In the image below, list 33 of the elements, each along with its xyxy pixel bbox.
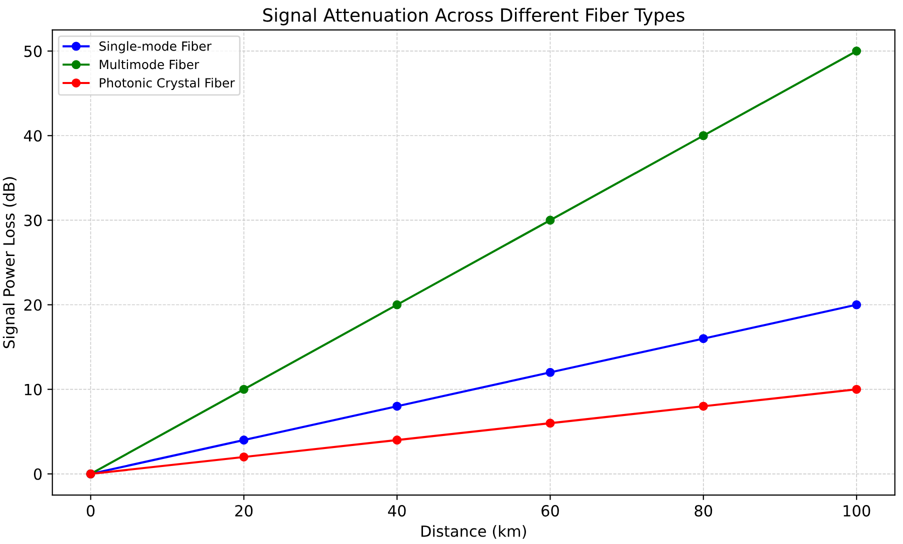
x-tick-label: 40 — [388, 505, 406, 517]
x-axis-title: Distance (km) — [421, 525, 526, 539]
point — [546, 368, 555, 377]
point — [239, 436, 248, 445]
point — [852, 46, 862, 56]
x-tick-label: 100 — [844, 505, 870, 517]
legend-label: Photonic Crystal Fiber — [100, 78, 235, 90]
y-tick-label: 30 — [24, 214, 42, 226]
point — [239, 384, 248, 394]
point — [546, 216, 555, 225]
x-tick-label: 0 — [86, 505, 95, 517]
y-axis-title: Signal Power Loss (dB) — [2, 177, 18, 348]
x-tick-label: 80 — [694, 505, 712, 517]
point — [852, 300, 862, 310]
point — [698, 402, 708, 411]
point — [546, 418, 555, 428]
point — [698, 334, 708, 344]
y-tick-label: 50 — [24, 46, 42, 58]
legend-label: Multimode Fiber — [100, 60, 200, 70]
y-tick-label: 10 — [24, 384, 42, 396]
legend-label: Single-mode Fiber — [99, 41, 212, 54]
point — [239, 452, 248, 462]
x-tick-label: 20 — [235, 505, 253, 517]
y-tick-label: 0 — [34, 468, 42, 480]
x-tick-label: 60 — [542, 505, 559, 517]
y-tick-label: 20 — [24, 299, 42, 311]
point — [852, 384, 862, 394]
point — [392, 402, 402, 411]
point — [392, 300, 402, 310]
y-tick-label: 40 — [24, 130, 42, 142]
point — [392, 436, 402, 445]
point — [698, 131, 708, 140]
chart-title: Signal Attenuation Across Different Fiber Types — [263, 8, 684, 26]
